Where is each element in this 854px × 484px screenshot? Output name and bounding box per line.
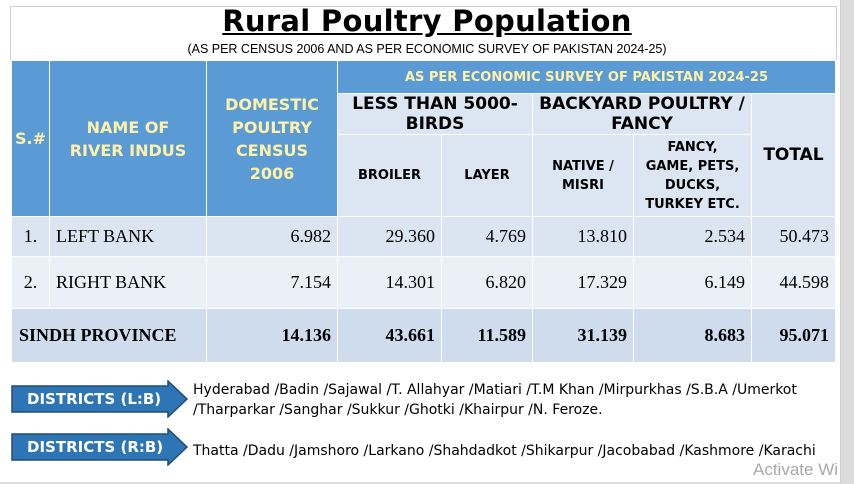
- districts-rb-label: DISTRICTS (R:B): [27, 438, 164, 456]
- header-fancy: FANCY, GAME, PETS, DUCKS, TURKEY ETC.: [633, 134, 752, 217]
- header-fancy-text: FANCY, GAME, PETS, DUCKS, TURKEY ETC.: [645, 139, 740, 212]
- header-total: TOTAL: [751, 93, 836, 217]
- activate-windows-watermark: Activate Wi: [753, 460, 839, 479]
- frame-top: [10, 6, 836, 7]
- header-name-text: NAME OF RIVER INDUS: [69, 117, 187, 160]
- page-subtitle: (AS PER CENSUS 2006 AND AS PER ECONOMIC …: [187, 42, 667, 56]
- table-row: 2. RIGHT BANK 7.154 14.301 6.820 17.329 …: [11, 256, 836, 309]
- row-census: 6.982: [206, 216, 338, 257]
- poultry-table: S.# NAME OF RIVER INDUS DOMESTIC POULTRY…: [11, 60, 836, 363]
- frame-left: [10, 6, 11, 60]
- row-name: LEFT BANK: [49, 216, 207, 257]
- header-group-less-5000: LESS THAN 5000-BIRDS: [337, 93, 533, 135]
- districts-rb-arrow: DISTRICTS (R:B): [11, 428, 188, 466]
- total-layer: 11.589: [441, 308, 533, 363]
- row-native: 17.329: [532, 256, 634, 309]
- header-survey: AS PER ECONOMIC SURVEY OF PAKISTAN 2024-…: [337, 60, 836, 94]
- row-layer: 4.769: [441, 216, 533, 257]
- districts-lb-line1: Hyderabad /Badin /Sajawal /T. Allahyar /…: [193, 382, 797, 398]
- districts-rb-line1: Thatta /Dadu /Jamshoro /Larkano /Shahdad…: [193, 443, 816, 459]
- total-row-name: SINDH PROVINCE: [11, 308, 207, 363]
- header-native: NATIVE / MISRI: [532, 134, 634, 217]
- header-layer: LAYER: [441, 134, 533, 217]
- table-row: 1. LEFT BANK 6.982 29.360 4.769 13.810 2…: [11, 216, 836, 257]
- header-name: NAME OF RIVER INDUS: [49, 60, 207, 217]
- total-native: 31.139: [532, 308, 634, 363]
- row-census: 7.154: [206, 256, 338, 309]
- total-row: SINDH PROVINCE 14.136 43.661 11.589 31.1…: [11, 308, 836, 363]
- header-census-text: DOMESTIC POULTRY CENSUS 2006: [225, 94, 319, 183]
- row-fancy: 2.534: [633, 216, 752, 257]
- row-layer: 6.820: [441, 256, 533, 309]
- districts-lb-arrow: DISTRICTS (L:B): [11, 380, 188, 418]
- districts-lb-label: DISTRICTS (L:B): [27, 390, 162, 408]
- header-sn: S.#: [11, 60, 50, 217]
- row-sn: 2.: [11, 256, 50, 309]
- row-name: RIGHT BANK: [49, 256, 207, 309]
- arrow-right-icon: [11, 428, 188, 466]
- header-census: DOMESTIC POULTRY CENSUS 2006: [206, 60, 338, 217]
- row-sn: 1.: [11, 216, 50, 257]
- row-native: 13.810: [532, 216, 634, 257]
- districts-rb-list: Thatta /Dadu /Jamshoro /Larkano /Shahdad…: [193, 441, 816, 461]
- row-total: 44.598: [751, 256, 836, 309]
- total-total: 95.071: [751, 308, 836, 363]
- header-group-backyard: BACKYARD POULTRY / FANCY: [532, 93, 752, 135]
- row-broiler: 29.360: [337, 216, 442, 257]
- arrow-right-icon: [11, 380, 188, 418]
- districts-lb-list: Hyderabad /Badin /Sajawal /T. Allahyar /…: [193, 380, 797, 420]
- row-fancy: 6.149: [633, 256, 752, 309]
- frame-right: [836, 6, 837, 60]
- row-total: 50.473: [751, 216, 836, 257]
- total-census: 14.136: [206, 308, 338, 363]
- districts-lb-line2: /Tharparkar /Sanghar /Sukkur /Ghotki /Kh…: [193, 402, 603, 418]
- header-broiler: BROILER: [337, 134, 442, 217]
- total-fancy: 8.683: [633, 308, 752, 363]
- total-broiler: 43.661: [337, 308, 442, 363]
- row-broiler: 14.301: [337, 256, 442, 309]
- page-title: Rural Poultry Population: [222, 4, 632, 38]
